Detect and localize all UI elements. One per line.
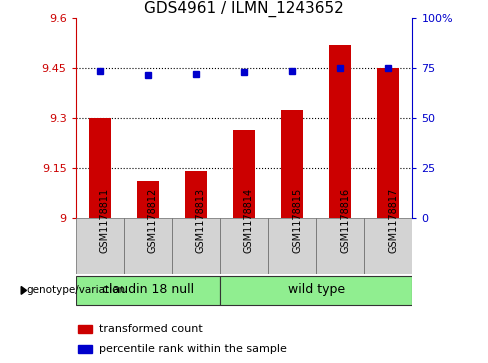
Bar [281, 110, 303, 218]
Bar [185, 171, 207, 218]
Text: GSM1178817: GSM1178817 [388, 188, 398, 253]
Bar [89, 118, 110, 218]
Bar [78, 345, 92, 353]
Text: GSM1178815: GSM1178815 [292, 188, 302, 253]
Text: GSM1178811: GSM1178811 [100, 188, 110, 253]
Bar [78, 325, 92, 333]
Text: transformed count: transformed count [99, 324, 203, 334]
Title: GDS4961 / ILMN_1243652: GDS4961 / ILMN_1243652 [144, 1, 344, 17]
Bar [316, 218, 364, 274]
Bar [172, 218, 220, 274]
Bar [220, 218, 268, 274]
Bar [76, 218, 124, 274]
Text: GSM1178814: GSM1178814 [244, 188, 254, 253]
Text: wild type: wild type [287, 283, 345, 296]
Bar [220, 276, 412, 305]
Bar [233, 130, 255, 218]
Bar [137, 181, 159, 218]
Polygon shape [21, 286, 26, 294]
Bar [364, 218, 412, 274]
Text: percentile rank within the sample: percentile rank within the sample [99, 344, 287, 354]
Bar [329, 45, 351, 218]
Bar [378, 68, 399, 218]
Text: GSM1178812: GSM1178812 [148, 188, 158, 253]
Text: GSM1178813: GSM1178813 [196, 188, 206, 253]
Bar [76, 276, 220, 305]
Text: genotype/variation: genotype/variation [26, 285, 125, 295]
Text: claudin 18 null: claudin 18 null [102, 283, 194, 296]
Bar [124, 218, 172, 274]
Text: GSM1178816: GSM1178816 [340, 188, 350, 253]
Bar [268, 218, 316, 274]
